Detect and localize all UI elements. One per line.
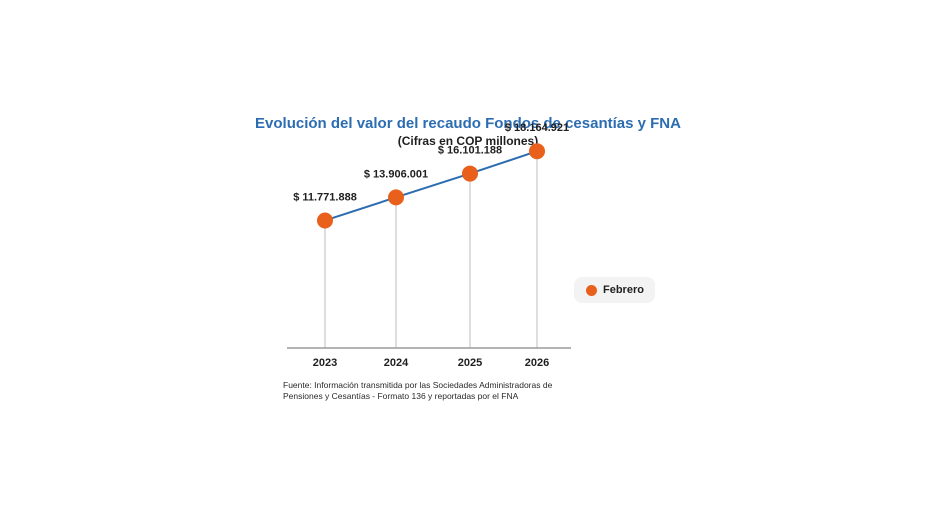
data-label-2023: $ 11.771.888 (293, 191, 357, 203)
data-point-2026 (529, 143, 545, 160)
data-point-2025 (462, 165, 478, 182)
data-label-2026: $ 18.164.921 (505, 122, 569, 134)
series-line-febrero (324, 150, 538, 222)
source-note: Fuente: Información transmitida por las … (283, 380, 553, 401)
data-label-2025: $ 16.101.188 (438, 145, 502, 157)
x-tick-label-2025: 2025 (458, 357, 482, 369)
x-tick-label-2024: 2024 (384, 357, 409, 369)
chart-title: Evolución del valor del recaudo Fondos d… (255, 115, 681, 132)
legend-label: Febrero (603, 284, 644, 296)
data-point-2023 (317, 212, 333, 229)
data-label-2024: $ 13.906.001 (364, 168, 428, 180)
chart-subtitle: (Cifras en COP millones) (397, 134, 539, 148)
data-point-2024 (388, 189, 404, 206)
x-tick-label-2026: 2026 (525, 357, 549, 369)
x-tick-label-2023: 2023 (313, 357, 337, 369)
legend-marker-icon (586, 284, 597, 296)
legend: Febrero (574, 277, 655, 303)
